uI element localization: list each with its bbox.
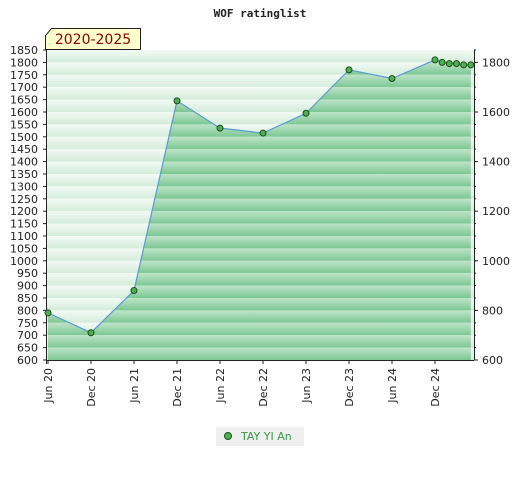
y-right-tick-label: 600	[482, 354, 503, 367]
area-band	[48, 236, 471, 249]
y-left-tick-label: 1700	[10, 81, 38, 94]
area-band	[48, 248, 471, 261]
x-tick-label: Jun 24	[386, 368, 399, 404]
data-point	[302, 109, 310, 117]
x-tick-label: Dec 23	[343, 368, 356, 407]
area-band	[48, 211, 471, 224]
y-left-tick-label: 1000	[10, 255, 38, 268]
data-point	[388, 75, 396, 83]
y-left-tick-label: 650	[17, 342, 38, 355]
x-tick-label: Jun 22	[214, 368, 227, 404]
y-left-tick-label: 1250	[10, 193, 38, 206]
data-point	[460, 61, 468, 69]
area-band	[48, 310, 471, 323]
area-band	[48, 322, 471, 336]
y-right-tick-label: 1200	[482, 205, 510, 218]
y-left-tick-label: 1350	[10, 168, 38, 181]
data-point	[216, 124, 224, 132]
y-right-tick-label: 800	[482, 304, 503, 317]
area-band	[48, 223, 471, 236]
legend: TAY YI An	[216, 427, 304, 446]
y-right-tick-label: 1800	[482, 56, 510, 69]
y-left-tick-label: 1300	[10, 180, 38, 193]
y-left-tick-label: 1150	[10, 218, 38, 231]
period-badge: 2020-2025	[45, 28, 141, 50]
y-left-tick-label: 1550	[10, 118, 38, 131]
y-left-tick-label: 1750	[10, 69, 38, 82]
area-band	[48, 347, 471, 360]
x-tick-label: Jun 20	[42, 368, 55, 404]
badge-label: 2020-2025	[55, 32, 131, 48]
y-left-tick-label: 1100	[10, 230, 38, 243]
y-left-tick-label: 1400	[10, 156, 38, 169]
data-point	[173, 97, 181, 105]
y-left-tick-label: 950	[17, 267, 38, 280]
y-left-tick-label: 600	[17, 354, 38, 367]
y-left-tick-label: 1800	[10, 56, 38, 69]
y-left-tick-label: 1500	[10, 131, 38, 144]
legend-marker	[224, 432, 232, 440]
y-left-tick-label: 1850	[10, 44, 38, 57]
y-left-tick-label: 850	[17, 292, 38, 305]
axes: 1850180017501700165016001550150014501400…	[10, 44, 510, 407]
area-band	[48, 298, 471, 311]
y-left-tick-label: 1450	[10, 143, 38, 156]
data-point	[345, 66, 353, 74]
y-right-tick-label: 1600	[482, 106, 510, 119]
badge-shape	[45, 28, 141, 50]
x-tick-label: Dec 24	[429, 368, 442, 407]
x-tick-label: Dec 20	[85, 368, 98, 407]
y-left-tick-label: 800	[17, 304, 38, 317]
y-left-tick-label: 1650	[10, 94, 38, 107]
chart-title: WOF ratinglist	[214, 7, 307, 20]
data-point	[467, 61, 475, 69]
background-band	[46, 62, 474, 75]
data-point	[44, 309, 52, 317]
data-point	[445, 60, 453, 68]
data-point	[259, 129, 267, 137]
legend-label: TAY YI An	[240, 430, 292, 443]
area-band	[48, 273, 471, 286]
x-tick-label: Dec 22	[257, 368, 270, 407]
area-band	[48, 335, 471, 348]
series-marks	[44, 56, 475, 337]
x-tick-label: Jun 23	[300, 368, 313, 404]
y-right-tick-label: 1400	[482, 156, 510, 169]
data-point	[87, 329, 95, 337]
data-point	[130, 287, 138, 295]
data-point	[438, 58, 446, 66]
y-right-tick-label: 1000	[482, 255, 510, 268]
y-left-tick-label: 750	[17, 317, 38, 330]
legend-box	[216, 427, 304, 446]
y-left-tick-label: 1050	[10, 242, 38, 255]
y-left-tick-label: 1600	[10, 106, 38, 119]
x-tick-label: Jun 21	[128, 368, 141, 404]
area-band	[48, 260, 471, 274]
y-left-tick-label: 1200	[10, 205, 38, 218]
x-tick-label: Dec 21	[171, 368, 184, 407]
data-point	[453, 60, 460, 68]
y-left-tick-label: 700	[17, 329, 38, 342]
y-left-tick-label: 900	[17, 280, 38, 293]
data-point	[431, 56, 439, 64]
area-band	[48, 285, 471, 298]
background-band	[46, 50, 474, 63]
